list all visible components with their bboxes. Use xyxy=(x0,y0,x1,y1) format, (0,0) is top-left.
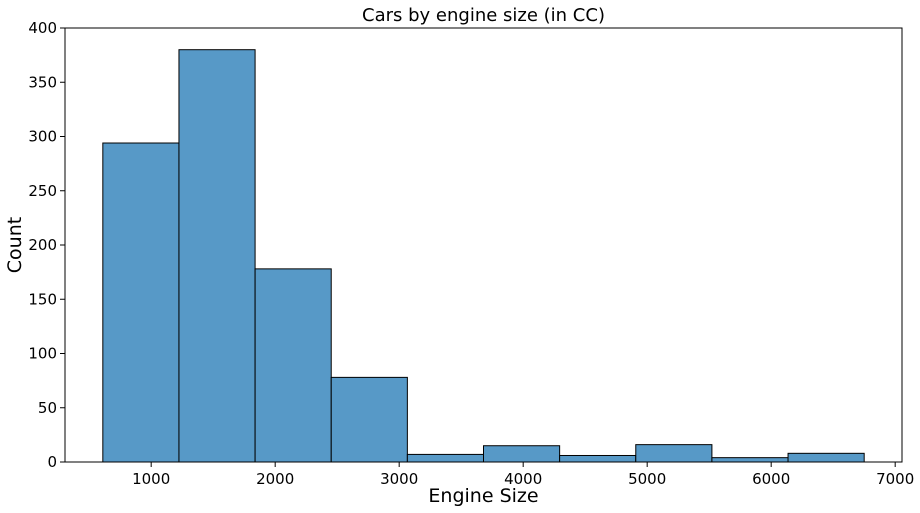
x-axis-title: Engine Size xyxy=(428,485,538,507)
x-tick-label: 3000 xyxy=(380,470,418,488)
x-tick-label: 1000 xyxy=(132,470,170,488)
y-tick-label: 350 xyxy=(28,73,57,91)
y-tick-label: 50 xyxy=(38,399,57,417)
histogram-bar xyxy=(711,457,789,463)
y-tick-label: 100 xyxy=(28,345,57,363)
chart-title: Cars by engine size (in CC) xyxy=(362,5,605,26)
histogram-bar xyxy=(254,268,332,463)
x-tick-label: 4000 xyxy=(504,470,542,488)
x-axis: 1000 2000 3000 4000 5000 6000 7000 xyxy=(132,462,914,488)
histogram-bar xyxy=(330,376,408,463)
y-axis-title: Count xyxy=(4,217,26,273)
histogram-bar xyxy=(102,142,180,463)
y-tick-label: 200 xyxy=(28,236,57,254)
y-tick-label: 150 xyxy=(28,290,57,308)
x-tick-label: 6000 xyxy=(752,470,790,488)
histogram-bar xyxy=(483,445,561,463)
histogram-bar xyxy=(559,454,637,463)
y-tick-label: 300 xyxy=(28,128,57,146)
bars-group xyxy=(102,49,865,463)
x-tick-label: 5000 xyxy=(628,470,666,488)
histogram-bar xyxy=(787,452,865,463)
y-tick-label: 0 xyxy=(47,453,57,471)
histogram-bar xyxy=(406,453,485,463)
x-tick-label: 7000 xyxy=(876,470,914,488)
x-tick-label: 2000 xyxy=(256,470,294,488)
y-axis: 0 50 100 150 200 250 300 350 400 xyxy=(28,19,65,471)
histogram-bar xyxy=(635,444,713,463)
y-tick-label: 400 xyxy=(28,19,57,37)
histogram-bar xyxy=(178,49,256,463)
y-tick-label: 250 xyxy=(28,182,57,200)
